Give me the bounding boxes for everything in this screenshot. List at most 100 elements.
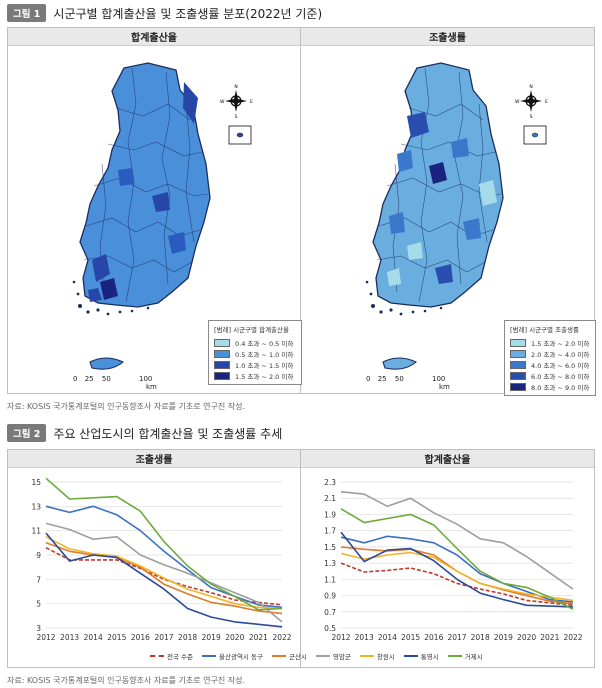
compass-icon: N S E W xyxy=(220,84,253,120)
legend-label: 2.0 초과 ~ 4.0 이하 xyxy=(531,350,590,359)
y-tick-label: 1.9 xyxy=(324,510,336,519)
figure2-title: 그림 2 주요 산업도시의 합계출산율 및 조출생률 추세 xyxy=(7,424,282,442)
islands-cbr xyxy=(365,280,443,316)
scale-unit-tfr: km xyxy=(146,383,157,391)
x-tick-label: 2013 xyxy=(355,633,374,642)
y-tick-label: 7 xyxy=(36,575,41,584)
chart-title-cbr: 조출생률 xyxy=(8,450,300,468)
figure2-frame: 조출생률 합계출산율 3 5 7 9 11 13 15 2012 2013 2014 2015 201… xyxy=(7,449,595,668)
x-tick-label: 2014 xyxy=(378,633,397,642)
legend-tfr: [범례] 시군구별 합계출산율 0.4 초과 ~ 0.5 이하 0.5 초과 ~ … xyxy=(208,320,302,385)
x-tick-label: 2018 xyxy=(471,633,490,642)
x-tick-label: 2017 xyxy=(154,633,173,642)
y-tick-label: 9 xyxy=(36,551,41,560)
x-tick-label: 2012 xyxy=(36,633,55,642)
legend-swatch xyxy=(214,338,230,347)
cbr-legend-item: 2.0 초과 ~ 4.0 이하 xyxy=(510,348,590,359)
series-line-2 xyxy=(45,542,283,615)
figure1-title: 그림 1 시군구별 합계출산율 및 조출생률 분포(2022년 기준) xyxy=(7,4,322,22)
y-tick-label: 0.9 xyxy=(324,592,336,601)
series-legend-item: 울산광역시 동구 xyxy=(202,651,263,661)
y-tick-label: 2.1 xyxy=(324,494,336,503)
series-legend-swatch xyxy=(359,655,374,657)
series-line-3 xyxy=(45,522,283,623)
series-line-5 xyxy=(45,532,283,628)
series-legend-label: 거제시 xyxy=(464,653,483,661)
compass-s: S xyxy=(235,114,238,120)
legend-label: 8.0 초과 ~ 9.0 이하 xyxy=(531,383,590,392)
series-line-4 xyxy=(340,551,574,602)
compass-w-cbr: W xyxy=(515,99,520,105)
legend-swatch xyxy=(510,338,526,347)
legend-label: 1.5 초과 ~ 2.0 이하 xyxy=(531,339,590,348)
series-legend-swatch xyxy=(271,655,286,657)
series-legend-label: 군산시 xyxy=(288,653,307,661)
legend-swatch xyxy=(214,360,230,369)
series-legend-label: 창원시 xyxy=(376,653,395,661)
compass-e: E xyxy=(250,99,253,105)
compass-icon: N S E W xyxy=(515,84,548,120)
x-tick-label: 2019 xyxy=(202,633,221,642)
legend-swatch xyxy=(214,371,230,380)
legend-label: 0.4 초과 ~ 0.5 이하 xyxy=(235,339,294,348)
y-tick-label: 11 xyxy=(31,527,41,536)
jeju-island xyxy=(89,357,125,370)
y-tick-label: 15 xyxy=(31,478,41,487)
x-tick-label: 2022 xyxy=(272,633,291,642)
y-tick-label: 5 xyxy=(36,600,41,609)
compass-e-cbr: E xyxy=(545,99,548,105)
y-tick-label: 1.3 xyxy=(324,559,336,568)
series-legend-item: 군산시 xyxy=(271,651,307,661)
jeju-island-cbr xyxy=(382,357,418,370)
compass-n: N xyxy=(234,84,237,90)
map-tfr: N S E W xyxy=(72,62,253,370)
map-panel-title-cbr: 조출생률 xyxy=(301,28,594,46)
map-cbr: N S E W xyxy=(365,62,548,370)
legend-label: 1.0 초과 ~ 1.5 이하 xyxy=(235,361,294,370)
series-legend-item: 창원시 xyxy=(359,651,395,661)
x-tick-label: 2022 xyxy=(563,633,582,642)
series-line-6 xyxy=(340,508,574,611)
line-chart-tfr: 0.5 0.7 0.9 1.1 1.3 1.5 1.7 1.9 2.1 2.3 2012 2013 20… xyxy=(324,478,583,642)
legend-label: 0.5 초과 ~ 1.0 이하 xyxy=(235,350,294,359)
legend-cbr: [범례] 시군구별 조출생률 1.5 초과 ~ 2.0 이하 2.0 초과 ~ 4… xyxy=(504,320,596,396)
series-legend-label: 통영시 xyxy=(420,653,439,661)
compass-n-cbr: N xyxy=(529,84,532,90)
y-tick-label: 3 xyxy=(36,624,41,633)
series-legend-label: 영암군 xyxy=(332,653,351,661)
figure1-frame: 합계출산율 조출생률 xyxy=(7,27,596,396)
map-panel-title-tfr: 합계출산율 xyxy=(8,28,300,46)
series-line-0 xyxy=(45,546,283,606)
figure1-divider xyxy=(300,28,301,393)
series-legend-swatch xyxy=(150,655,164,657)
x-tick-label: 2016 xyxy=(424,633,443,642)
y-tick-label: 1.1 xyxy=(324,575,336,584)
x-tick-label: 2012 xyxy=(331,633,350,642)
series-legend-label: 전국 수준 xyxy=(167,653,193,661)
series-legend-item: 전국 수준 xyxy=(150,651,193,661)
x-tick-label: 2013 xyxy=(60,633,79,642)
legend-label: 4.0 초과 ~ 6.0 이하 xyxy=(531,361,590,370)
cbr-legend-item: 1.5 초과 ~ 2.0 이하 xyxy=(510,337,590,348)
figure1-tag: 그림 1 xyxy=(7,4,47,22)
y-tick-label: 0.5 xyxy=(324,624,336,633)
x-tick-label: 2019 xyxy=(494,633,513,642)
compass-w: W xyxy=(220,99,225,105)
scale-labels-tfr: 0 25 50 100 xyxy=(73,375,153,383)
legend-tfr-title: [범례] 시군구별 합계출산율 xyxy=(214,326,289,334)
legend-swatch xyxy=(214,349,230,358)
scale-labels-cbr: 0 25 50 100 xyxy=(366,375,446,383)
x-tick-label: 2020 xyxy=(225,633,244,642)
figure2-divider xyxy=(300,450,301,667)
figure2-tag: 그림 2 xyxy=(7,424,47,442)
x-tick-label: 2014 xyxy=(84,633,103,642)
x-tick-label: 2016 xyxy=(131,633,150,642)
figure2-source: 자료: KOSIS 국가통계포털의 인구동향조사 자료를 기초로 연구진 작성. xyxy=(7,676,246,685)
x-tick-label: 2020 xyxy=(517,633,536,642)
legend-swatch xyxy=(510,382,526,391)
legend-label: 1.5 초과 ~ 2.0 이하 xyxy=(235,372,294,381)
series-legend-swatch xyxy=(403,655,418,657)
x-tick-label: 2021 xyxy=(249,633,268,642)
cbr-legend-item: 8.0 초과 ~ 9.0 이하 xyxy=(510,381,590,392)
series-legend-swatch xyxy=(315,655,330,657)
